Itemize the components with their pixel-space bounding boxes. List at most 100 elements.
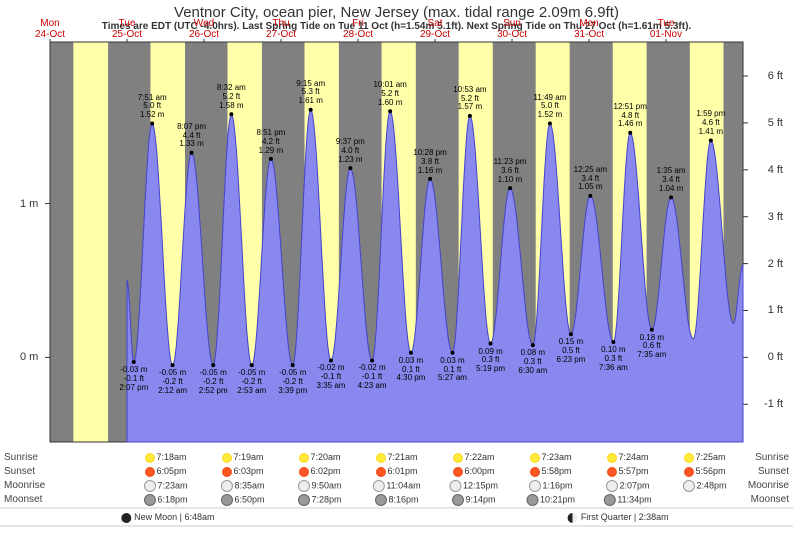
y-left-tick: 0 m (20, 351, 38, 363)
bottom-row-label: Sunset (4, 466, 35, 477)
sunset-icon (683, 467, 693, 477)
bottom-row-label: Moonrise (4, 480, 45, 491)
moonrise-icon (449, 480, 461, 492)
sunrise-icon (683, 453, 693, 463)
tide-extreme-label: 12:25 am3.4 ft1.05 m (574, 166, 607, 192)
tide-extreme-label: -0.05 m-0.2 ft2:12 am (158, 369, 187, 395)
y-right-tick: 6 ft (768, 70, 783, 82)
sunrise-time: 7:19am (221, 452, 263, 463)
sunrise-icon (529, 453, 539, 463)
sunset-time: 6:02pm (298, 466, 340, 477)
tide-extreme-label: -0.05 m-0.2 ft2:53 am (237, 369, 266, 395)
day-label: Mon24-Oct (35, 18, 65, 40)
tide-extreme-label: 8:32 am5.2 ft1.58 m (217, 84, 246, 110)
sunrise-icon (144, 453, 154, 463)
sunrise-time: 7:18am (144, 452, 186, 463)
moonset-time: 11:34pm (603, 494, 651, 506)
day-label: Wed26-Oct (189, 18, 219, 40)
day-label: Tue25-Oct (112, 18, 142, 40)
moonset-icon (526, 494, 538, 506)
y-left-tick: 1 m (20, 198, 38, 210)
moonrise-time: 7:23am (143, 480, 187, 492)
day-label: Sun30-Oct (497, 18, 527, 40)
moonrise-time: 11:04am (372, 480, 420, 492)
moonrise-time: 2:48pm (682, 480, 726, 492)
moonrise-time: 9:50am (297, 480, 341, 492)
sunset-icon (606, 467, 616, 477)
tide-extreme-label: 9:15 am5.3 ft1.61 m (296, 80, 325, 106)
sunrise-time: 7:24am (606, 452, 648, 463)
sunrise-icon (606, 453, 616, 463)
tide-extreme-label: 0.18 m0.6 ft7:35 am (637, 334, 666, 360)
sunrise-time: 7:25am (683, 452, 725, 463)
bottom-row-label: Sunset (758, 466, 789, 477)
moon-phase-icon (121, 513, 131, 523)
tide-extreme-label: 10:01 am5.2 ft1.60 m (373, 81, 406, 107)
tide-extreme-label: -0.05 m-0.2 ft2:52 pm (199, 369, 228, 395)
moonset-icon (374, 494, 386, 506)
day-label: Tue01-Nov (650, 18, 682, 40)
tide-extreme-label: 9:37 pm4.0 ft1.23 m (336, 138, 365, 164)
moonrise-time: 1:16pm (528, 480, 572, 492)
tide-extreme-label: 1:35 am3.4 ft1.04 m (657, 167, 686, 193)
sunrise-icon (375, 453, 385, 463)
sunrise-time: 7:22am (452, 452, 494, 463)
sunset-time: 6:05pm (144, 466, 186, 477)
moon-phase-icon (568, 513, 578, 523)
y-right-tick: 0 ft (768, 351, 783, 363)
tide-chart: Ventnor City, ocean pier, New Jersey (ma… (0, 0, 793, 539)
sunset-icon (452, 467, 462, 477)
tide-extreme-label: 11:23 pm3.6 ft1.10 m (494, 158, 527, 184)
tide-extreme-label: 0.03 m0.1 ft4:30 pm (396, 357, 425, 383)
sunrise-icon (221, 453, 231, 463)
tide-extreme-label: 0.09 m0.3 ft5:19 pm (476, 348, 505, 374)
sunset-icon (144, 467, 154, 477)
day-label: Mon31-Oct (574, 18, 604, 40)
moonrise-icon (220, 480, 232, 492)
sunset-icon (375, 467, 385, 477)
y-right-tick: 4 ft (768, 164, 783, 176)
tide-extreme-label: -0.05 m-0.2 ft3:39 pm (278, 369, 307, 395)
moonrise-time: 12:15pm (449, 480, 498, 492)
sunset-icon (221, 467, 231, 477)
day-label: Thu27-Oct (266, 18, 296, 40)
moonrise-icon (297, 480, 309, 492)
bottom-row-label: Moonset (751, 494, 789, 505)
moon-phase: First Quarter | 2:38am (568, 512, 669, 523)
moonset-icon (297, 494, 309, 506)
tide-extreme-label: 1:59 pm4.6 ft1.41 m (696, 110, 725, 136)
tide-extreme-label: -0.02 m-0.1 ft4:23 am (358, 364, 387, 390)
y-right-tick: 2 ft (768, 258, 783, 270)
moonset-time: 8:16pm (374, 494, 418, 506)
tide-extreme-label: 0.03 m0.1 ft5:27 am (438, 357, 467, 383)
tide-extreme-label: 7:51 am5.0 ft1.52 m (138, 94, 167, 120)
sunrise-time: 7:23am (529, 452, 571, 463)
moonset-time: 6:50pm (220, 494, 264, 506)
sunrise-time: 7:20am (298, 452, 340, 463)
moonset-time: 10:21pm (526, 494, 575, 506)
tide-extreme-label: -0.02 m-0.1 ft3:35 am (317, 364, 346, 390)
sunset-time: 5:57pm (606, 466, 648, 477)
tide-extreme-label: 8:51 pm4.2 ft1.29 m (256, 129, 285, 155)
day-label: Fri28-Oct (343, 18, 373, 40)
day-label: Sat29-Oct (420, 18, 450, 40)
sunrise-time: 7:21am (375, 452, 417, 463)
moon-phase: New Moon | 6:48am (121, 512, 214, 523)
bottom-row-label: Sunrise (4, 452, 38, 463)
sunset-icon (529, 467, 539, 477)
bottom-row-label: Moonrise (748, 480, 789, 491)
sunset-time: 6:00pm (452, 466, 494, 477)
tide-extreme-label: 0.08 m0.3 ft6:30 am (518, 349, 547, 375)
tide-extreme-label: 11:49 am5.0 ft1.52 m (534, 94, 567, 120)
moonrise-time: 8:35am (220, 480, 264, 492)
moonset-icon (220, 494, 232, 506)
moonset-time: 9:14pm (451, 494, 495, 506)
sunset-time: 5:56pm (683, 466, 725, 477)
y-right-tick: -1 ft (764, 398, 783, 410)
y-right-tick: 5 ft (768, 117, 783, 129)
tide-extreme-label: 8:07 pm4.4 ft1.33 m (177, 123, 206, 149)
y-right-tick: 3 ft (768, 211, 783, 223)
tide-extreme-label: 0.15 m0.5 ft6:23 pm (557, 338, 586, 364)
moonrise-icon (143, 480, 155, 492)
y-right-tick: 1 ft (768, 304, 783, 316)
